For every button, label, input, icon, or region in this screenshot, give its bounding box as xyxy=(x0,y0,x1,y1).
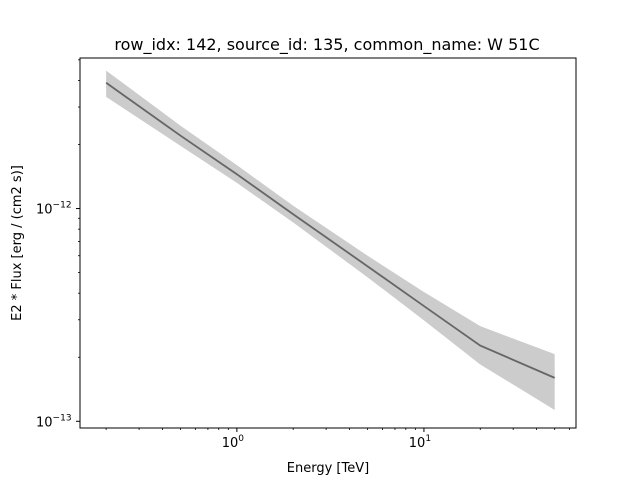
series-line-0 xyxy=(105,82,556,379)
chart-title: row_idx: 142, source_id: 135, common_nam… xyxy=(114,35,539,55)
x-axis-label: Energy [TeV] xyxy=(287,461,369,476)
y-axis-label: E2 * Flux [erg / (cm2 s)] xyxy=(10,165,25,321)
plot-area xyxy=(105,70,556,410)
axes-frame xyxy=(79,57,577,429)
